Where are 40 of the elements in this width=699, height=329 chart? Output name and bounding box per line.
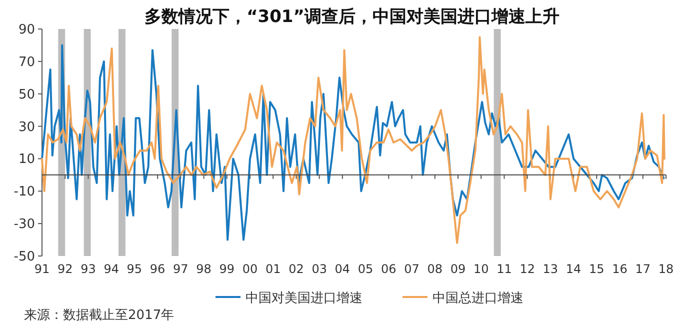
y-tick-label: 50	[18, 87, 35, 102]
x-tick-label: 97	[173, 262, 188, 276]
x-tick-label: 03	[312, 262, 327, 276]
x-tick-label: 01	[265, 262, 281, 276]
chart-title: 多数情况下，“301”调查后，中国对美国进口增速上升	[144, 7, 560, 27]
y-tick-label: 70	[18, 54, 35, 70]
source-note: 来源：数据截止至2017年	[24, 308, 174, 323]
x-tick-label: 98	[196, 262, 212, 276]
y-tick-label: -30	[14, 217, 35, 232]
x-tick-label: 93	[80, 262, 96, 276]
x-tick-label: 95	[126, 262, 142, 276]
x-tick-label: 18	[658, 262, 674, 276]
x-tick-label: 14	[566, 262, 582, 276]
x-tick-label: 92	[57, 262, 73, 276]
x-tick-label: 04	[334, 262, 350, 276]
x-tick-label: 15	[589, 262, 604, 276]
x-tick-label: 07	[404, 262, 420, 276]
y-tick-label: -10	[14, 184, 35, 200]
x-tick-label: 99	[219, 262, 235, 276]
x-tick-label: 94	[104, 262, 119, 276]
x-tick-label: 91	[34, 262, 50, 276]
x-tick-label: 12	[520, 262, 535, 276]
x-tick-label: 09	[450, 262, 466, 276]
x-tick-label: 06	[381, 262, 396, 276]
x-tick-label: 02	[288, 262, 304, 276]
legend-label: 中国对美国进口增速	[246, 290, 362, 306]
legend-label: 中国总进口增速	[432, 291, 524, 306]
x-tick-label: 00	[242, 262, 258, 276]
x-tick-label: 16	[612, 262, 628, 276]
x-tick-label: 05	[358, 262, 374, 276]
x-tick-label: 08	[427, 262, 443, 276]
y-tick-label: 30	[18, 120, 35, 135]
x-tick-label: 17	[635, 262, 651, 276]
y-tick-label: -50	[14, 250, 35, 264]
x-tick-label: 13	[542, 262, 558, 276]
x-tick-label: 10	[473, 262, 489, 276]
y-tick-label: 90	[18, 22, 35, 38]
x-tick-label: 11	[496, 262, 512, 276]
x-tick-label: 96	[150, 262, 166, 276]
y-tick-label: 10	[18, 152, 35, 168]
